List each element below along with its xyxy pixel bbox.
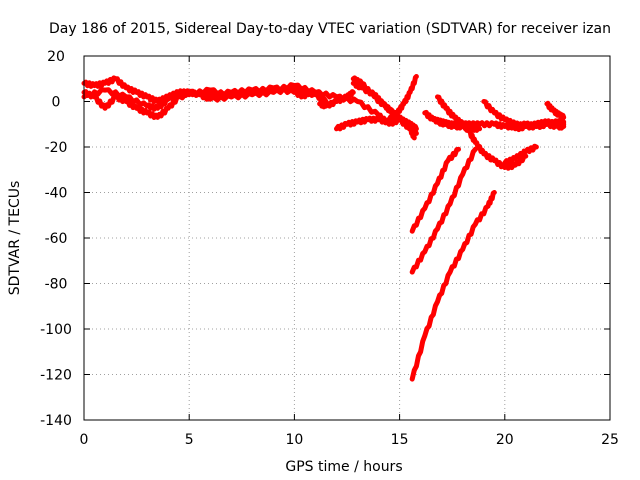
data-series-17 — [409, 190, 497, 382]
x-tick-label: 15 — [391, 432, 409, 448]
y-tick-label: -80 — [45, 277, 68, 293]
data-series-18 — [502, 143, 539, 166]
y-tick-label: -100 — [40, 322, 72, 338]
x-tick-label: 10 — [285, 432, 303, 448]
y-tick-label: -20 — [45, 140, 68, 156]
x-tick-label: 0 — [80, 432, 89, 448]
y-axis-label: SDTVAR / TECUs — [7, 181, 23, 296]
data-series-13 — [512, 118, 567, 133]
y-tick-label: -120 — [40, 368, 72, 384]
y-tick-label: -140 — [40, 413, 72, 429]
data-series-8 — [386, 74, 419, 123]
data-series-3 — [81, 84, 308, 112]
data-series-6 — [350, 80, 419, 132]
x-axis-label: GPS time / hours — [285, 459, 402, 475]
x-tick-label: 20 — [496, 432, 514, 448]
series-layer — [81, 74, 567, 382]
data-series-16 — [409, 146, 478, 275]
axis-tick-labels: 0 5 10 15 20 25 20 0 -20 -40 -60 -80 -100 -120 -140 — [40, 49, 619, 448]
y-tick-label: -60 — [45, 231, 68, 247]
data-series-10 — [435, 94, 529, 171]
x-tick-label: 5 — [185, 432, 194, 448]
y-tick-label: 20 — [47, 49, 65, 65]
data-series-4 — [317, 89, 356, 110]
chart-title: Day 186 of 2015, Sidereal Day-to-day VTE… — [49, 21, 611, 37]
data-series-14 — [544, 100, 567, 121]
data-series-11 — [435, 118, 483, 133]
y-tick-label: 0 — [52, 95, 61, 111]
axis-ticks — [83, 55, 611, 421]
data-series-15 — [409, 146, 461, 234]
y-tick-label: -40 — [45, 186, 68, 202]
x-tick-label: 25 — [601, 432, 619, 448]
